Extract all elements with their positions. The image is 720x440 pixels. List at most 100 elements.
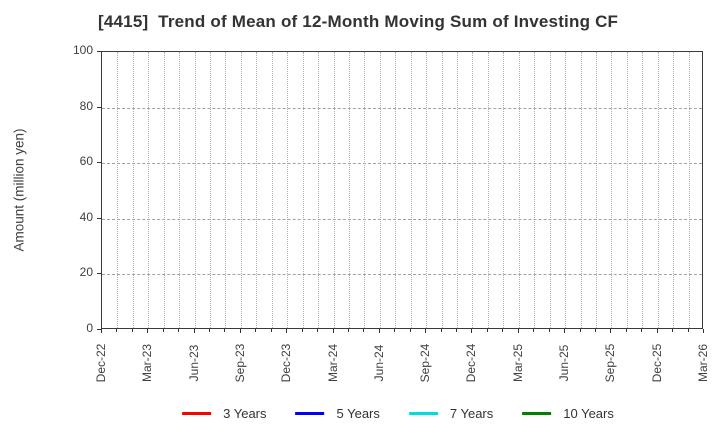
x-tick-label: Dec-23 (279, 343, 294, 383)
y-tick-mark (97, 51, 101, 52)
x-tick-mark (610, 329, 612, 333)
gridline-vertical (565, 52, 567, 328)
gridline-vertical (657, 52, 659, 328)
x-tick-mark (131, 329, 133, 332)
y-tick-label: 60 (79, 154, 93, 169)
x-tick-label: Dec-24 (464, 343, 479, 383)
x-tick-mark (301, 329, 303, 332)
gridline-vertical (518, 52, 520, 328)
x-tick-mark (641, 329, 643, 332)
gridline-vertical (163, 52, 165, 328)
legend: 3 Years 5 Years 7 Years 10 Years (182, 406, 614, 421)
gridline-vertical (194, 52, 196, 328)
gridline-vertical (240, 52, 242, 328)
x-tick-mark (116, 329, 118, 332)
legend-line-sample (522, 412, 552, 415)
y-tick-mark (97, 329, 101, 330)
x-tick-mark (425, 329, 427, 333)
gridline-vertical (410, 52, 412, 328)
x-tick-label: Mar-26 (696, 343, 710, 383)
x-tick-mark (193, 329, 195, 333)
x-tick-label: Jun-25 (557, 344, 572, 382)
gridline-vertical (333, 52, 335, 328)
x-tick-label: Mar-24 (325, 343, 340, 383)
x-tick-mark (533, 329, 535, 332)
gridline-vertical (210, 52, 212, 328)
legend-item: 7 Years (408, 406, 494, 421)
legend-line-sample (182, 412, 212, 415)
gridline-vertical (132, 52, 134, 328)
gridline-vertical (580, 52, 582, 328)
x-tick-label: Sep-24 (418, 343, 433, 383)
legend-item: 5 Years (295, 406, 380, 421)
y-tick-label: 100 (72, 43, 93, 57)
x-tick-label: Mar-25 (510, 343, 525, 383)
x-tick-mark (147, 329, 149, 333)
x-tick-mark (594, 329, 596, 332)
x-tick-mark (363, 329, 365, 332)
x-tick-label: Sep-23 (232, 343, 247, 383)
y-tick-label: 20 (79, 265, 93, 280)
x-tick-mark (347, 329, 349, 332)
gridline-vertical (487, 52, 489, 328)
gridline-vertical (441, 52, 443, 328)
gridline-vertical (256, 52, 258, 328)
x-tick-mark (162, 329, 164, 332)
x-tick-mark (378, 329, 380, 333)
gridline-vertical (457, 52, 459, 328)
gridline-vertical (395, 52, 397, 328)
x-tick-mark (101, 329, 102, 333)
x-tick-label: Sep-25 (603, 343, 618, 383)
y-tick-label: 80 (79, 98, 93, 113)
x-tick-mark (625, 329, 627, 332)
gridline-horizontal (102, 107, 702, 109)
gridline-vertical (302, 52, 304, 328)
x-tick-mark (239, 329, 241, 333)
gridline-vertical (117, 52, 119, 328)
y-tick-mark (97, 106, 101, 108)
x-tick-mark (672, 329, 674, 332)
gridline-vertical (503, 52, 505, 328)
gridline-vertical (225, 52, 227, 328)
gridline-vertical (626, 52, 628, 328)
gridline-vertical (318, 52, 320, 328)
x-tick-mark (255, 329, 257, 332)
gridline-vertical (148, 52, 150, 328)
x-tick-label: Dec-25 (649, 343, 664, 383)
legend-label: 3 Years (223, 406, 267, 421)
x-tick-label: Dec-22 (94, 343, 108, 383)
gridline-vertical (364, 52, 366, 328)
x-tick-mark (687, 329, 689, 332)
gridline-vertical (534, 52, 536, 328)
legend-label: 5 Years (336, 406, 380, 421)
x-tick-mark (178, 329, 180, 332)
y-tick-mark (97, 273, 101, 275)
x-tick-mark (209, 329, 211, 332)
x-tick-mark (502, 329, 504, 332)
x-tick-mark (270, 329, 272, 332)
legend-line-sample (295, 412, 325, 415)
x-tick-mark (564, 329, 566, 333)
gridline-vertical (379, 52, 381, 328)
x-tick-mark (703, 329, 704, 333)
gridline-vertical (179, 52, 181, 328)
gridline-vertical (549, 52, 551, 328)
x-tick-mark (579, 329, 581, 332)
gridline-vertical (426, 52, 428, 328)
x-tick-mark (440, 329, 442, 332)
gridline-vertical (611, 52, 613, 328)
x-tick-mark (224, 329, 226, 332)
x-tick-mark (656, 329, 658, 333)
gridline-vertical (472, 52, 474, 328)
gridline-vertical (688, 52, 690, 328)
y-axis-label: Amount (million yen) (11, 128, 27, 252)
legend-item: 10 Years (522, 406, 614, 421)
gridline-horizontal (102, 163, 702, 165)
x-tick-mark (471, 329, 473, 333)
x-tick-mark (286, 329, 288, 333)
legend-label: 7 Years (449, 406, 494, 421)
chart-title: [4415] Trend of Mean of 12-Month Moving … (98, 12, 619, 31)
x-tick-mark (409, 329, 411, 332)
gridline-vertical (287, 52, 289, 328)
